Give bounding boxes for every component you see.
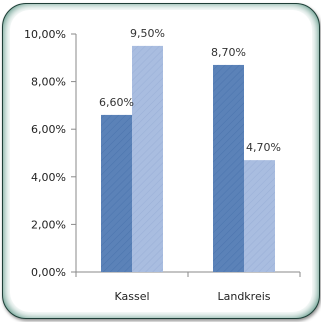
x-tick-label-kassel: Kassel (114, 290, 149, 303)
bar-landkreis-series-1-hatch (213, 64, 244, 272)
y-tick-label-0: 0,00% (31, 266, 66, 279)
data-label-kassel-series-1: 6,60% (99, 96, 134, 109)
y-tick-label-5: 10,00% (24, 28, 66, 41)
bar-kassel-series-1-hatch (101, 114, 132, 272)
data-label-kassel-series-2: 9,50% (130, 27, 165, 40)
y-tick-label-3: 6,00% (31, 123, 66, 136)
y-tick-label-4: 8,00% (31, 76, 66, 89)
data-label-landkreis-series-1: 8,70% (211, 46, 246, 59)
bar-landkreis-series-2-hatch (244, 160, 275, 272)
x-axis-labels: Kassel Landkreis (114, 290, 270, 303)
y-tick-label-2: 4,00% (31, 171, 66, 184)
y-tick-label-1: 2,00% (31, 218, 66, 231)
data-labels: 6,60% 9,50% 8,70% 4,70% (99, 27, 281, 154)
bar-kassel-series-2-hatch (132, 45, 163, 273)
data-label-landkreis-series-2: 4,70% (246, 141, 281, 154)
bars (101, 45, 275, 273)
y-axis-ticks: 0,00% 2,00% 4,00% 6,00% 8,00% 10,00% (24, 28, 76, 279)
x-tick-label-landkreis: Landkreis (217, 290, 270, 303)
